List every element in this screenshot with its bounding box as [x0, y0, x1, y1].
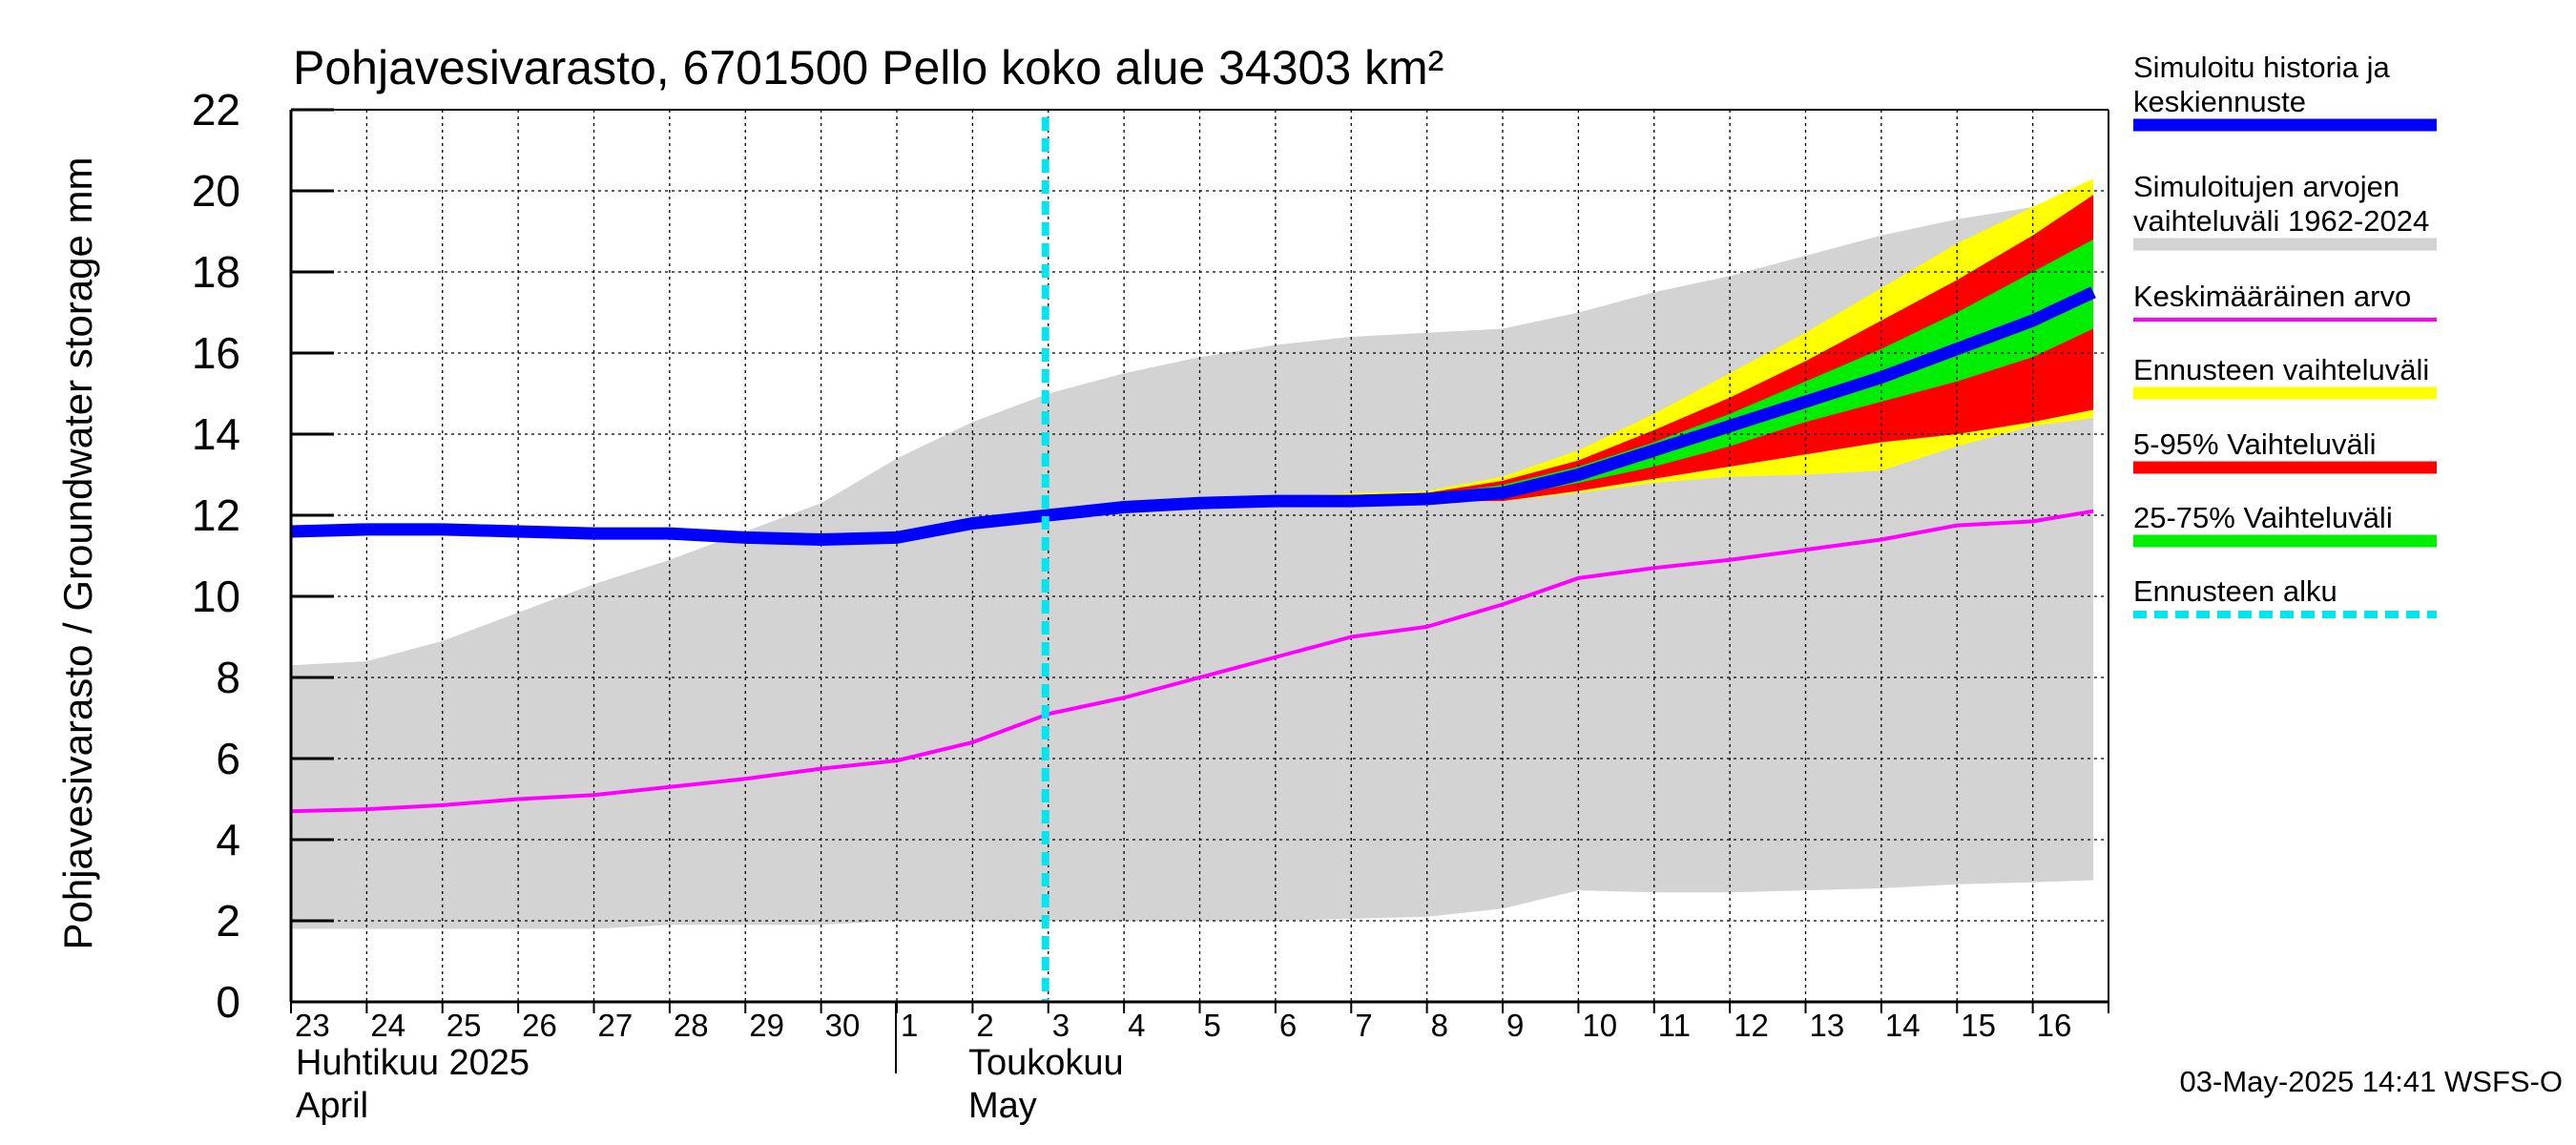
x-tick-label: 30 [825, 1008, 861, 1043]
legend-label: Ennusteen vaihteluväli [2133, 353, 2429, 386]
y-tick-label: 22 [192, 85, 240, 135]
y-tick-label: 14 [192, 409, 240, 459]
x-tick-label: 27 [598, 1008, 634, 1043]
legend-label: vaihteluväli 1962-2024 [2133, 204, 2429, 238]
x-tick-label: 9 [1506, 1008, 1524, 1043]
legend-label: keskiennuste [2133, 85, 2306, 118]
series-lines [290, 286, 2096, 814]
month-label-english: April [296, 1086, 368, 1126]
x-tick-label: 1 [901, 1008, 918, 1043]
x-tick-label: 5 [1204, 1008, 1221, 1043]
grid-lines [291, 110, 2109, 1002]
x-tick-labels: 23 24 25 26 27 28 29 30 1 2 3 4 5 6 7 8 9 10 11 12 13 14 15 16 [295, 1008, 2071, 1043]
x-tick-label: 16 [2037, 1008, 2072, 1043]
y-tick-label: 8 [216, 653, 240, 702]
x-tick-label: 8 [1431, 1008, 1448, 1043]
y-tick-label: 6 [216, 734, 240, 783]
legend-label: Simuloitu historia ja [2133, 51, 2391, 84]
x-tick-label: 2 [976, 1008, 993, 1043]
x-tick-label: 15 [1961, 1008, 1996, 1043]
range-bands [291, 178, 2094, 929]
month-label-finnish: Toukokuu [968, 1043, 1124, 1083]
y-tick-labels: 0 2 4 6 8 10 12 14 16 18 20 22 [192, 85, 240, 1027]
x-tick-label: 14 [1885, 1008, 1921, 1043]
x-tick-label: 7 [1355, 1008, 1372, 1043]
historical-range-band [291, 198, 2094, 929]
x-tick-label: 10 [1582, 1008, 1617, 1043]
chart-title: Pohjavesivarasto, 6701500 Pello koko alu… [293, 41, 1444, 94]
y-tick-label: 4 [216, 815, 240, 864]
month-label-finnish: Huhtikuu 2025 [296, 1043, 530, 1083]
y-axis-label: Pohjavesivarasto / Groundwater storage m… [55, 156, 100, 949]
month-label-english: May [968, 1086, 1037, 1126]
x-tick-label: 29 [749, 1008, 784, 1043]
x-tick-label: 4 [1128, 1008, 1145, 1043]
simulated-history-line [290, 286, 2096, 546]
legend-label: 25-75% Vaihteluväli [2133, 501, 2393, 534]
x-tick-label: 13 [1810, 1008, 1845, 1043]
x-tick-label: 12 [1734, 1008, 1769, 1043]
x-tick-label: 24 [370, 1008, 405, 1043]
y-tick-label: 20 [192, 166, 240, 216]
axes [289, 108, 2109, 1073]
x-tick-label: 26 [522, 1008, 557, 1043]
x-tick-label: 11 [1658, 1008, 1691, 1043]
y-tick-label: 12 [192, 490, 240, 540]
timestamp-footer: 03-May-2025 14:41 WSFS-O [2180, 1065, 2563, 1098]
y-tick-label: 10 [192, 572, 240, 621]
x-tick-label: 28 [674, 1008, 709, 1043]
legend-label: Ennusteen alku [2133, 574, 2337, 608]
y-tick-label: 18 [192, 247, 240, 297]
mean-value-line [290, 509, 2094, 814]
legend-label: Simuloitujen arvojen [2133, 170, 2399, 203]
y-tick-label: 16 [192, 328, 240, 378]
x-tick-label: 6 [1279, 1008, 1297, 1043]
x-tick-label: 3 [1052, 1008, 1070, 1043]
x-tick-label: 25 [447, 1008, 482, 1043]
x-tick-label: 23 [295, 1008, 330, 1043]
legend-label: Keskimääräinen arvo [2133, 280, 2411, 313]
y-tick-label: 0 [216, 977, 240, 1027]
legend-label: 5-95% Vaihteluväli [2133, 427, 2376, 461]
range-5-95-band [1048, 195, 2094, 515]
y-tick-label: 2 [216, 896, 240, 946]
